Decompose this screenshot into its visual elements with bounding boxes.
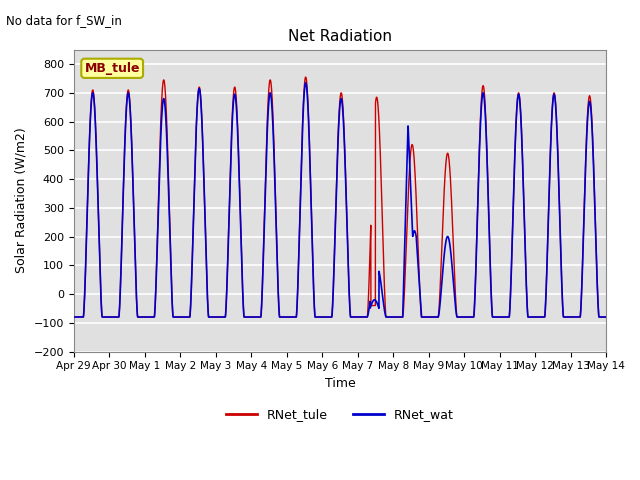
Text: No data for f_SW_in: No data for f_SW_in [6, 14, 122, 27]
Text: MB_tule: MB_tule [84, 62, 140, 75]
Y-axis label: Solar Radiation (W/m2): Solar Radiation (W/m2) [15, 128, 28, 274]
Legend: RNet_tule, RNet_wat: RNet_tule, RNet_wat [221, 403, 459, 426]
X-axis label: Time: Time [324, 377, 355, 390]
Title: Net Radiation: Net Radiation [288, 29, 392, 44]
